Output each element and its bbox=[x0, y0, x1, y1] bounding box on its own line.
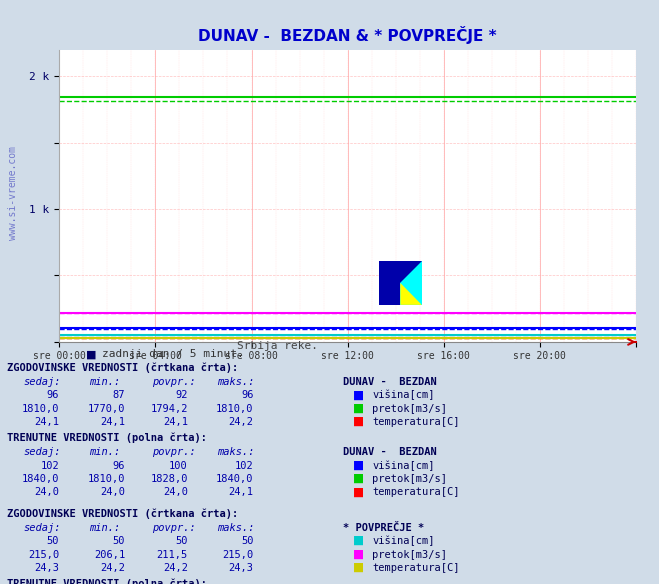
Text: 24,1: 24,1 bbox=[163, 417, 188, 427]
Text: pretok[m3/s]: pretok[m3/s] bbox=[372, 474, 447, 484]
Text: ZGODOVINSKE VREDNOSTI (črtkana črta):: ZGODOVINSKE VREDNOSTI (črtkana črta): bbox=[7, 362, 238, 373]
Text: 1810,0: 1810,0 bbox=[216, 404, 254, 414]
Text: 1810,0: 1810,0 bbox=[22, 404, 59, 414]
Text: 50: 50 bbox=[113, 536, 125, 546]
Text: Srbija reke.: Srbija reke. bbox=[237, 341, 318, 351]
Text: maks.:: maks.: bbox=[217, 447, 255, 457]
Text: 50: 50 bbox=[175, 536, 188, 546]
Text: 1794,2: 1794,2 bbox=[150, 404, 188, 414]
Text: 215,0: 215,0 bbox=[28, 550, 59, 559]
Text: maks.:: maks.: bbox=[217, 377, 255, 387]
Text: 1840,0: 1840,0 bbox=[216, 474, 254, 484]
Text: ZGODOVINSKE VREDNOSTI (črtkana črta):: ZGODOVINSKE VREDNOSTI (črtkana črta): bbox=[7, 508, 238, 519]
Text: ■: ■ bbox=[353, 561, 364, 574]
Text: * POVPREČJE *: * POVPREČJE * bbox=[343, 523, 424, 533]
Text: 50: 50 bbox=[241, 536, 254, 546]
Text: 24,0: 24,0 bbox=[100, 488, 125, 498]
Text: 24,2: 24,2 bbox=[163, 563, 188, 573]
Text: višina[cm]: višina[cm] bbox=[372, 390, 435, 401]
Text: 96: 96 bbox=[113, 461, 125, 471]
Text: 215,0: 215,0 bbox=[223, 550, 254, 559]
Text: 24,0: 24,0 bbox=[163, 488, 188, 498]
Title: DUNAV -  BEZDAN & * POVPREČJE *: DUNAV - BEZDAN & * POVPREČJE * bbox=[198, 26, 497, 44]
Text: 24,3: 24,3 bbox=[229, 563, 254, 573]
Text: 100: 100 bbox=[169, 461, 188, 471]
Text: povpr.:: povpr.: bbox=[152, 377, 195, 387]
Text: 1840,0: 1840,0 bbox=[22, 474, 59, 484]
Text: 1770,0: 1770,0 bbox=[88, 404, 125, 414]
Text: ■: ■ bbox=[353, 388, 364, 401]
Text: 102: 102 bbox=[41, 461, 59, 471]
Text: 92: 92 bbox=[175, 391, 188, 401]
Text: 102: 102 bbox=[235, 461, 254, 471]
Text: ■: ■ bbox=[353, 548, 364, 561]
Text: sedaj:: sedaj: bbox=[23, 523, 61, 533]
Text: zadnji dan / 5 minut.: zadnji dan / 5 minut. bbox=[102, 349, 244, 359]
Text: 206,1: 206,1 bbox=[94, 550, 125, 559]
Text: pretok[m3/s]: pretok[m3/s] bbox=[372, 550, 447, 559]
Text: 24,2: 24,2 bbox=[100, 563, 125, 573]
Text: sedaj:: sedaj: bbox=[23, 377, 61, 387]
Text: ■: ■ bbox=[86, 349, 96, 359]
Text: 1810,0: 1810,0 bbox=[88, 474, 125, 484]
Text: 1828,0: 1828,0 bbox=[150, 474, 188, 484]
Text: ■: ■ bbox=[353, 402, 364, 415]
Text: maks.:: maks.: bbox=[217, 523, 255, 533]
Text: ■: ■ bbox=[353, 472, 364, 485]
Text: 96: 96 bbox=[47, 391, 59, 401]
Text: DUNAV -  BEZDAN: DUNAV - BEZDAN bbox=[343, 447, 436, 457]
Text: 24,3: 24,3 bbox=[34, 563, 59, 573]
Text: pretok[m3/s]: pretok[m3/s] bbox=[372, 404, 447, 414]
Text: min.:: min.: bbox=[89, 523, 120, 533]
Text: višina[cm]: višina[cm] bbox=[372, 536, 435, 546]
Text: 211,5: 211,5 bbox=[157, 550, 188, 559]
Text: TRENUTNE VREDNOSTI (polna črta):: TRENUTNE VREDNOSTI (polna črta): bbox=[7, 578, 206, 584]
Text: višina[cm]: višina[cm] bbox=[372, 460, 435, 471]
Text: ■: ■ bbox=[353, 485, 364, 498]
Text: 50: 50 bbox=[47, 536, 59, 546]
Polygon shape bbox=[379, 261, 400, 305]
Polygon shape bbox=[400, 283, 422, 305]
Text: 96: 96 bbox=[241, 391, 254, 401]
Text: 87: 87 bbox=[113, 391, 125, 401]
Text: sedaj:: sedaj: bbox=[23, 447, 61, 457]
Text: ■: ■ bbox=[353, 458, 364, 472]
Text: povpr.:: povpr.: bbox=[152, 447, 195, 457]
Text: TRENUTNE VREDNOSTI (polna črta):: TRENUTNE VREDNOSTI (polna črta): bbox=[7, 433, 206, 443]
Text: temperatura[C]: temperatura[C] bbox=[372, 563, 460, 573]
Text: 24,1: 24,1 bbox=[34, 417, 59, 427]
Text: ■: ■ bbox=[353, 415, 364, 428]
Text: 24,1: 24,1 bbox=[229, 488, 254, 498]
Text: ■: ■ bbox=[353, 534, 364, 547]
Text: 24,2: 24,2 bbox=[229, 417, 254, 427]
Text: www.si-vreme.com: www.si-vreme.com bbox=[8, 146, 18, 239]
Text: povpr.:: povpr.: bbox=[152, 523, 195, 533]
Polygon shape bbox=[400, 261, 422, 305]
Text: 24,0: 24,0 bbox=[34, 488, 59, 498]
Text: DUNAV -  BEZDAN: DUNAV - BEZDAN bbox=[343, 377, 436, 387]
Text: min.:: min.: bbox=[89, 377, 120, 387]
Text: temperatura[C]: temperatura[C] bbox=[372, 417, 460, 427]
Text: min.:: min.: bbox=[89, 447, 120, 457]
Polygon shape bbox=[400, 261, 422, 283]
Text: temperatura[C]: temperatura[C] bbox=[372, 488, 460, 498]
Text: 24,1: 24,1 bbox=[100, 417, 125, 427]
